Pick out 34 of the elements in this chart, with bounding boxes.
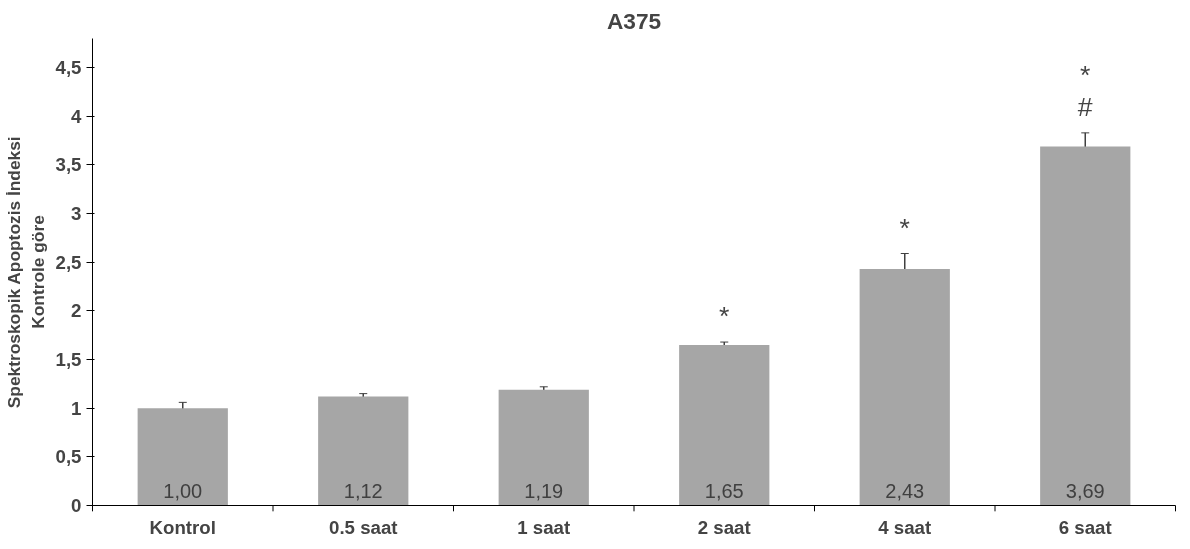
y-tick-label: 4,5 — [55, 57, 82, 79]
x-tick-label: 1 saat — [517, 516, 571, 538]
y-tick-label: 3,5 — [55, 154, 82, 176]
data-label: 3,69 — [1065, 479, 1105, 502]
y-tick-label: 4 — [71, 105, 83, 127]
annotation: * — [719, 301, 730, 332]
x-tick-label: 4 saat — [878, 516, 932, 538]
x-tick-label: 2 saat — [697, 516, 751, 538]
data-label: 1,19 — [524, 479, 564, 502]
annotation: # — [1077, 91, 1093, 122]
y-tick-label: 3 — [71, 203, 82, 225]
bar — [1040, 146, 1131, 506]
bar — [679, 344, 770, 506]
x-tick-label: 0.5 saat — [329, 516, 398, 538]
bar — [137, 408, 228, 506]
bar — [498, 389, 589, 506]
data-label: 1,00 — [163, 479, 203, 502]
data-label: 1,12 — [343, 479, 383, 502]
y-tick-label: 1 — [71, 397, 82, 419]
annotation: * — [899, 212, 910, 243]
bar — [318, 396, 409, 506]
annotation: * — [1080, 59, 1091, 90]
bar — [859, 269, 950, 506]
x-tick-label: Kontrol — [149, 516, 216, 538]
data-label: 2,43 — [885, 479, 925, 502]
x-tick-label: 6 saat — [1058, 516, 1112, 538]
y-axis-title: Spektroskopik Apoptozis İndeksi Kontrole göre — [3, 136, 48, 409]
data-label: 1,65 — [704, 479, 744, 502]
y-tick-label: 0,5 — [55, 446, 82, 468]
y-tick-label: 0 — [71, 495, 82, 516]
y-tick-label: 1,5 — [55, 349, 82, 371]
chart-title: A375 — [606, 7, 662, 34]
y-tick-label: 2 — [71, 300, 82, 322]
y-tick-label: 2,5 — [55, 251, 82, 273]
